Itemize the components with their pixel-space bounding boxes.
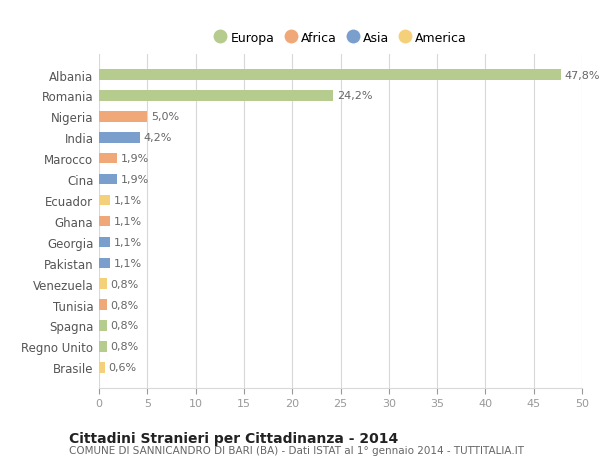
Text: 0,6%: 0,6% — [109, 363, 137, 373]
Bar — [99, 216, 110, 227]
Text: 0,8%: 0,8% — [110, 321, 139, 331]
Bar — [99, 279, 107, 289]
Text: 5,0%: 5,0% — [151, 112, 179, 122]
Bar — [99, 133, 140, 143]
Bar — [99, 174, 118, 185]
Text: 0,8%: 0,8% — [110, 279, 139, 289]
Bar — [99, 196, 110, 206]
Text: 24,2%: 24,2% — [337, 91, 372, 101]
Bar — [99, 258, 110, 269]
Bar — [99, 237, 110, 247]
Bar — [99, 112, 148, 123]
Text: 1,1%: 1,1% — [113, 217, 142, 226]
Text: 47,8%: 47,8% — [565, 70, 600, 80]
Legend: Europa, Africa, Asia, America: Europa, Africa, Asia, America — [211, 28, 470, 49]
Text: 1,9%: 1,9% — [121, 154, 149, 164]
Bar — [99, 320, 107, 331]
Bar — [99, 154, 118, 164]
Text: 0,8%: 0,8% — [110, 341, 139, 352]
Bar — [99, 341, 107, 352]
Bar — [99, 362, 105, 373]
Text: 1,1%: 1,1% — [113, 258, 142, 268]
Bar — [99, 91, 333, 101]
Text: Cittadini Stranieri per Cittadinanza - 2014: Cittadini Stranieri per Cittadinanza - 2… — [69, 431, 398, 445]
Text: 1,9%: 1,9% — [121, 175, 149, 185]
Text: 4,2%: 4,2% — [143, 133, 172, 143]
Bar — [99, 300, 107, 310]
Text: COMUNE DI SANNICANDRO DI BARI (BA) - Dati ISTAT al 1° gennaio 2014 - TUTTITALIA.: COMUNE DI SANNICANDRO DI BARI (BA) - Dat… — [69, 445, 524, 455]
Text: 1,1%: 1,1% — [113, 196, 142, 206]
Text: 0,8%: 0,8% — [110, 300, 139, 310]
Text: 1,1%: 1,1% — [113, 237, 142, 247]
Bar — [99, 70, 561, 81]
